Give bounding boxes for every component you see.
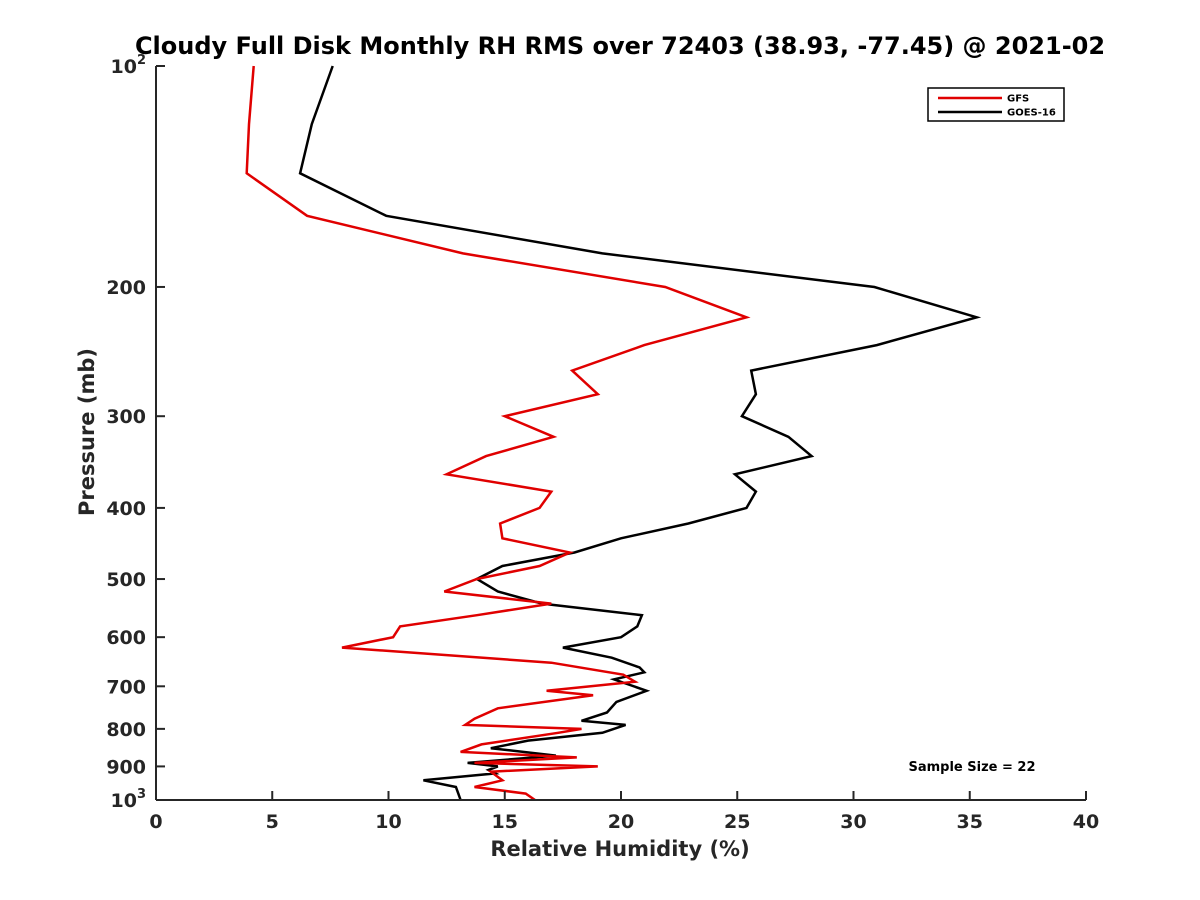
legend-items: GFS GOES-16 [938,94,1056,119]
y-tick-label: 200 [106,277,146,299]
plot-area: 0 5 10 15 20 25 30 35 40 102 200 300 400 500 600 700 800… [106,53,1099,833]
x-tick-label: 25 [724,811,750,833]
x-axis-label: Relative Humidity (%) [490,837,749,861]
x-tick-label: 20 [608,811,634,833]
y-axis-label: Pressure (mb) [75,348,99,516]
y-tick-label: 800 [106,719,146,741]
chart-title: Cloudy Full Disk Monthly RH RMS over 724… [135,32,1105,60]
y-tick-label: 400 [106,498,146,520]
legend: GFS GOES-16 [927,87,1065,122]
y-tick-label: 900 [106,756,146,778]
x-tick-label: 30 [840,811,866,833]
x-tick-label: 40 [1073,811,1099,833]
y-tick-label: 102 [111,53,147,78]
y-tick-label: 500 [106,569,146,591]
legend-label: GOES-16 [1007,108,1056,119]
x-tick-label: 10 [375,811,401,833]
series-line-gfs [245,65,751,802]
x-tick-label: 5 [266,811,279,833]
y-tick-label: 600 [106,627,146,649]
series-line-goes-16 [298,65,982,801]
series-layer [245,65,982,802]
axes-layer: 0 5 10 15 20 25 30 35 40 102 200 300 400 500 600 700 800… [106,53,1099,833]
sample-size-annotation: Sample Size = 22 [908,760,1035,775]
legend-label: GFS [1007,94,1029,105]
y-tick-label: 700 [106,676,146,698]
y-tick-label: 300 [106,406,146,428]
x-tick-label: 0 [149,811,162,833]
x-tick-label: 35 [957,811,983,833]
x-tick-label: 15 [492,811,518,833]
legend-box [927,87,1065,122]
y-tick-label: 103 [111,787,147,812]
